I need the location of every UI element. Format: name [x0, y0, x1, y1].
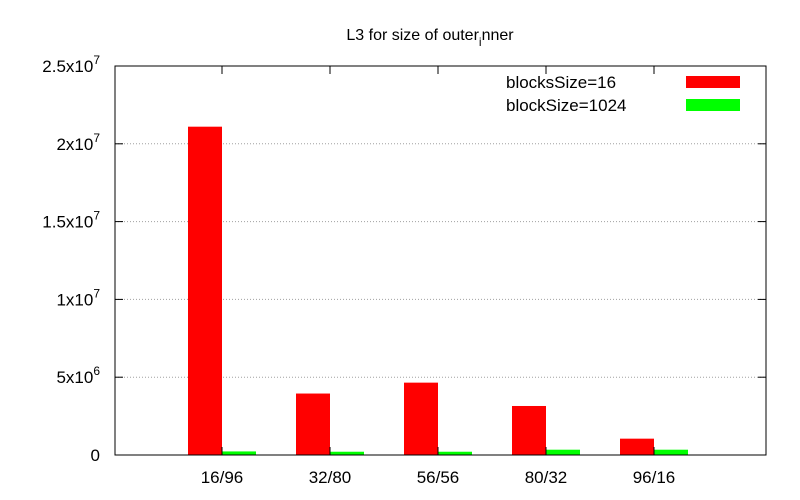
bar-blocksize-16	[404, 382, 438, 455]
bar-blocksize-1024	[546, 449, 580, 455]
y-tick-label: 1.5x107	[42, 209, 100, 232]
legend-swatch	[686, 99, 740, 111]
plot-frame	[114, 65, 767, 456]
legend-swatch	[686, 76, 740, 88]
axis-ticks	[115, 65, 766, 456]
y-tick-label: 1x107	[56, 286, 100, 309]
bar-blocksize-16	[188, 126, 222, 456]
x-tick-label: 16/96	[201, 468, 244, 487]
chart-title: L3 for size of outerinner	[346, 27, 514, 49]
bar-blocksize-16	[620, 438, 654, 455]
bar-blocksize-16	[512, 405, 546, 455]
y-tick-labels: 0 5x106 1x107 1.5x107 2x107 2.5x107	[42, 53, 100, 465]
bar-blocksize-1024	[438, 451, 472, 455]
y-tick-label: 2x107	[56, 131, 100, 154]
gridlines	[115, 143, 766, 378]
legend: blocksSize=16 blockSize=1024	[506, 73, 740, 115]
bar-blocksize-1024	[222, 451, 256, 455]
y-tick-label: 2.5x107	[42, 53, 100, 76]
y-tick-label: 0	[91, 446, 100, 465]
bar-blocksize-1024	[330, 451, 364, 455]
legend-label: blockSize=1024	[506, 96, 627, 115]
bars	[188, 126, 688, 456]
legend-label: blocksSize=16	[506, 73, 616, 92]
x-tick-label: 32/80	[309, 468, 352, 487]
bar-blocksize-16	[296, 393, 330, 455]
x-tick-label: 80/32	[525, 468, 568, 487]
bar-blocksize-1024	[654, 449, 688, 455]
x-tick-label: 96/16	[633, 468, 676, 487]
x-tick-labels: 16/96 32/80 56/56 80/32 96/16	[201, 468, 676, 487]
y-tick-label: 5x106	[56, 364, 100, 387]
x-tick-label: 56/56	[417, 468, 460, 487]
